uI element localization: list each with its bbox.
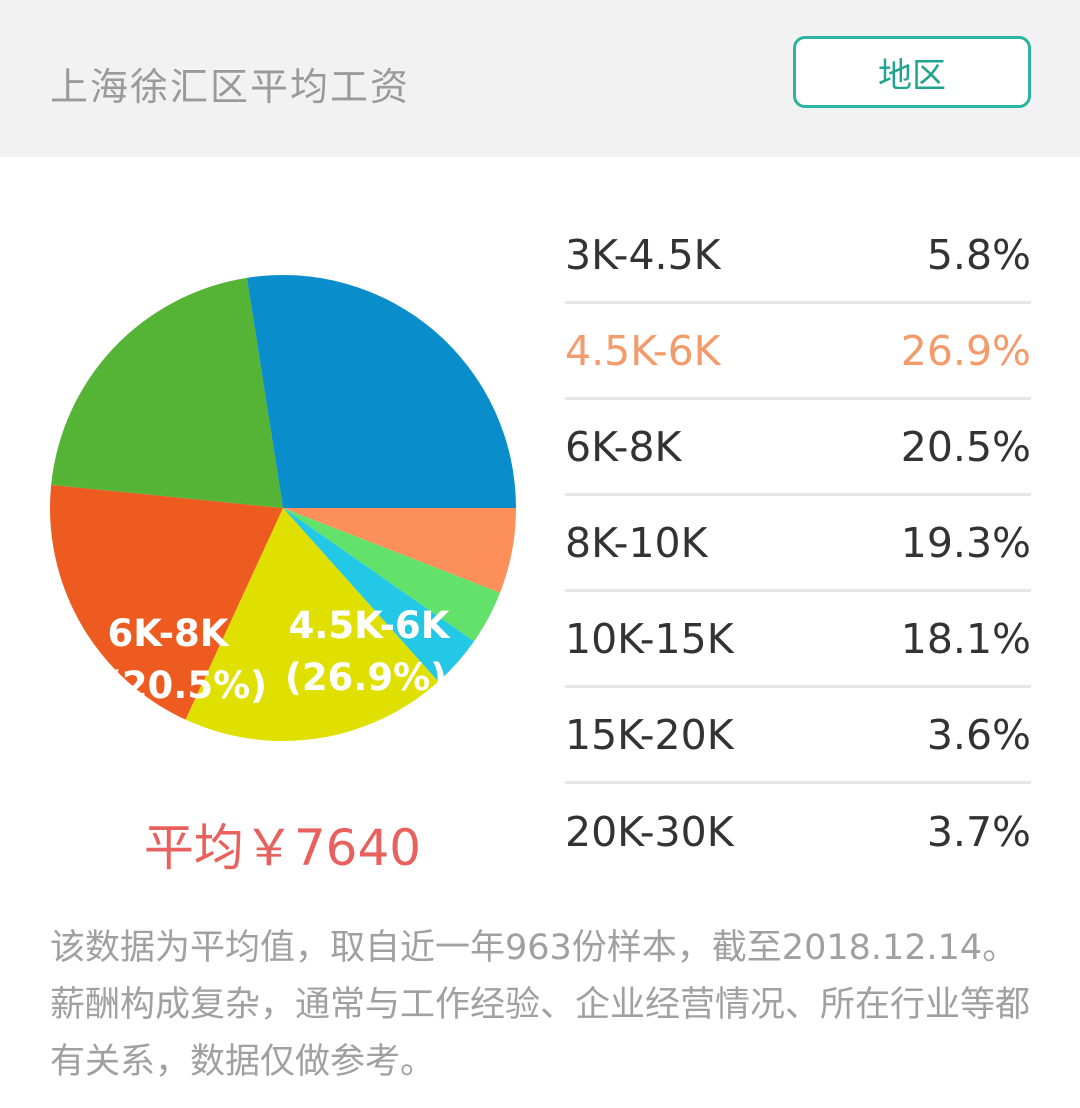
legend-label: 10K-15K: [565, 614, 734, 663]
region-button[interactable]: 地区: [793, 36, 1031, 108]
pie-slice-8K-10K: [50, 484, 284, 720]
pie-slice-6K-8K: [51, 277, 283, 508]
slice-label-pct: (26.9%): [285, 656, 447, 699]
legend-row[interactable]: 3K-4.5K 5.8%: [565, 208, 1031, 304]
legend-row[interactable]: 10K-15K 18.1%: [565, 592, 1031, 688]
legend-value: 5.8%: [926, 230, 1031, 279]
legend-row[interactable]: 8K-10K 19.3%: [565, 496, 1031, 592]
legend-label: 15K-20K: [565, 710, 734, 759]
legend-row[interactable]: 6K-8K 20.5%: [565, 400, 1031, 496]
average-salary: 平均￥7640: [143, 819, 422, 877]
legend-row[interactable]: 15K-20K 3.6%: [565, 688, 1031, 784]
legend-value: 3.7%: [926, 808, 1031, 856]
header: 上海徐汇区平均工资 地区: [0, 0, 1080, 157]
legend-value: 3.6%: [926, 710, 1031, 759]
page-title: 上海徐汇区平均工资: [50, 65, 411, 109]
legend-value: 18.1%: [900, 614, 1031, 663]
legend-value: 20.5%: [900, 422, 1031, 471]
legend-label: 4.5K-6K: [565, 326, 721, 375]
pie-chart: 4.5K-6K (26.9%) 6K-8K (20.5%): [50, 275, 517, 741]
legend-label: 6K-8K: [565, 422, 682, 471]
legend-label: 8K-10K: [565, 518, 708, 567]
legend-row[interactable]: 20K-30K 3.7%: [565, 784, 1031, 880]
legend-label: 3K-4.5K: [565, 230, 721, 279]
legend-value: 19.3%: [900, 518, 1031, 567]
footnote: 该数据为平均值，取自近一年963份样本，截至2018.12.14。薪酬构成复杂，…: [50, 928, 1031, 1082]
legend-value: 26.9%: [900, 326, 1031, 375]
pie-slice-20K-30K: [283, 508, 501, 642]
slice-label-name: 6K-8K: [108, 612, 230, 655]
slice-label-pct: (20.5%): [105, 664, 267, 707]
legend-row[interactable]: 4.5K-6K 26.9%: [565, 304, 1031, 400]
legend-label: 20K-30K: [565, 808, 734, 856]
pie-slice-4.5K-6K: [246, 275, 517, 508]
pie-slice-10K-15K: [185, 508, 439, 741]
slice-label-name: 4.5K-6K: [289, 604, 451, 647]
pie-slice-3K-4.5K: [283, 508, 516, 593]
pie-slice-15K-20K: [283, 508, 475, 682]
legend-table: 3K-4.5K 5.8% 4.5K-6K 26.9% 6K-8K 20.5% 8K-10K 1…: [565, 208, 1031, 880]
